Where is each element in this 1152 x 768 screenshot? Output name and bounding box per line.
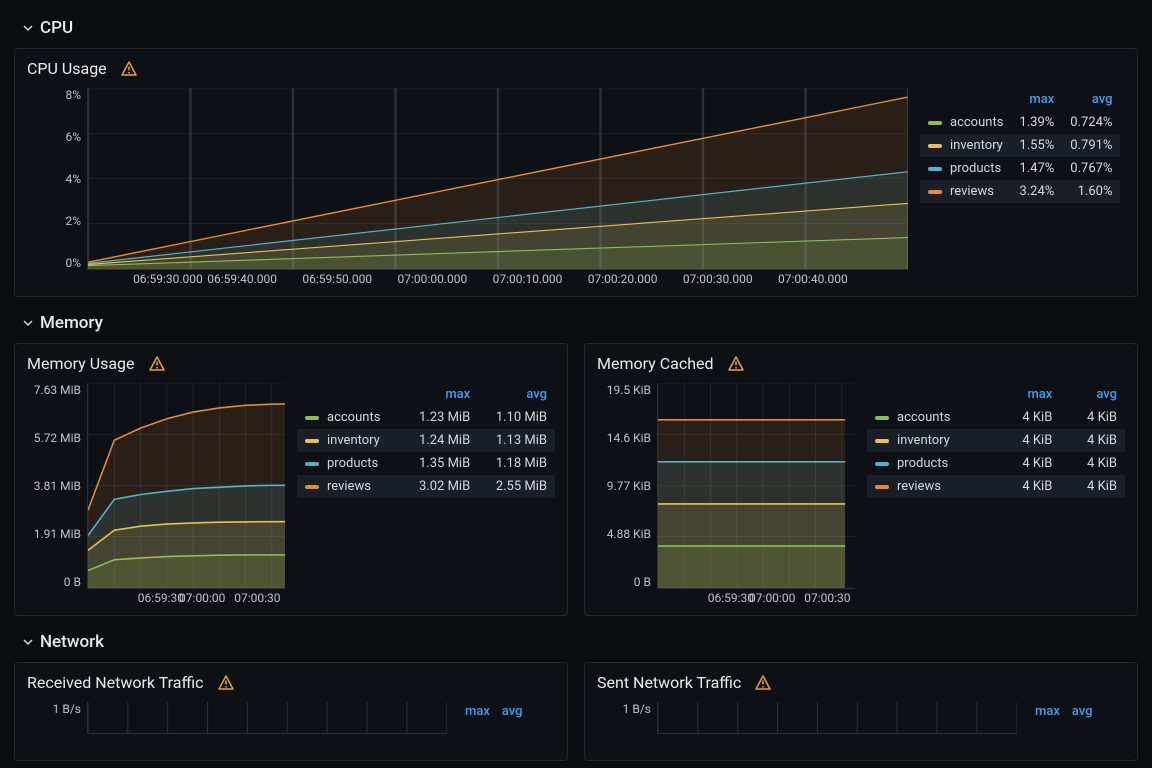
panel-net-rx: Received Network Traffic 1 B/s maxavg (14, 662, 568, 761)
y-tick-label: 1.91 MiB (27, 527, 81, 541)
panel-title-text: CPU Usage (27, 59, 107, 78)
x-tick-label: 07:00:30 (804, 591, 850, 605)
y-tick-label: 3.81 MiB (27, 479, 81, 493)
x-tick-label: 07:00:30 (234, 591, 280, 605)
x-tick-label: 07:00:00 (749, 591, 795, 605)
legend-header[interactable]: max (459, 702, 496, 721)
x-tick-label: 06:59:30 (708, 591, 754, 605)
legend-header[interactable]: avg (1060, 383, 1125, 406)
legend-row[interactable]: reviews3.24%1.60% (920, 180, 1120, 203)
y-tick-label: 2% (27, 214, 81, 228)
panel-title-text: Received Network Traffic (27, 673, 204, 692)
y-tick-label: 9.77 KiB (597, 479, 651, 493)
legend-header[interactable]: avg (496, 702, 529, 721)
net-rx-chart[interactable]: 1 B/s (27, 702, 447, 752)
memory-cached-chart[interactable]: 19.5 KiB 14.6 KiB 9.77 KiB 4.88 KiB 0 B 06:5… (597, 383, 855, 607)
x-tick-label: 07:00:30.000 (683, 272, 753, 286)
panel-memory-cached: Memory Cached 19.5 KiB 14.6 KiB 9.77 KiB 4.… (584, 343, 1138, 616)
memory-cached-legend[interactable]: maxavgaccounts4 KiB4 KiBinventory4 KiB4 … (867, 383, 1125, 498)
legend-header[interactable]: max (996, 383, 1061, 406)
panel-title-text: Memory Cached (597, 354, 714, 373)
section-title: Memory (40, 313, 103, 333)
y-tick-label: 19.5 KiB (597, 383, 651, 397)
x-tick-label: 06:59:30.000 (133, 272, 203, 286)
chevron-down-icon (22, 22, 34, 34)
legend-header[interactable]: avg (1062, 88, 1120, 111)
x-tick-label: 07:00:00 (179, 591, 225, 605)
legend-row[interactable]: accounts1.23 MiB1.10 MiB (297, 406, 555, 429)
legend-row[interactable]: products1.35 MiB1.18 MiB (297, 452, 555, 475)
section-toggle-network[interactable]: Network (22, 632, 1138, 652)
chevron-down-icon (22, 636, 34, 648)
memory-usage-legend[interactable]: maxavgaccounts1.23 MiB1.10 MiBinventory1… (297, 383, 555, 498)
x-tick-label: 06:59:40.000 (207, 272, 277, 286)
net-rx-legend[interactable]: maxavg (459, 702, 529, 721)
panel-title-text: Memory Usage (27, 354, 135, 373)
x-tick-label: 07:00:00.000 (398, 272, 468, 286)
legend-row[interactable]: inventory4 KiB4 KiB (867, 429, 1125, 452)
legend-row[interactable]: products1.47%0.767% (920, 157, 1120, 180)
cpu-usage-chart[interactable]: 8% 6% 4% 2% 0% 06:59:30.000 06:59:40.000 06:59… (27, 88, 908, 288)
legend-row[interactable]: accounts1.39%0.724% (920, 111, 1120, 134)
chevron-down-icon (22, 317, 34, 329)
section-title: CPU (40, 18, 73, 38)
y-tick-label: 4.88 KiB (597, 527, 651, 541)
legend-header[interactable]: max (401, 383, 478, 406)
memory-usage-chart[interactable]: 7.63 MiB 5.72 MiB 3.81 MiB 1.91 MiB 0 B 06:5… (27, 383, 285, 607)
panel-title-text: Sent Network Traffic (597, 673, 741, 692)
x-tick-label: 07:00:20.000 (588, 272, 658, 286)
y-tick-label: 0 B (597, 575, 651, 589)
legend-header[interactable]: avg (478, 383, 555, 406)
y-tick-label: 1 B/s (27, 702, 81, 716)
y-tick-label: 5.72 MiB (27, 431, 81, 445)
x-tick-label: 07:00:40.000 (778, 272, 848, 286)
warning-icon (121, 61, 137, 77)
section-toggle-cpu[interactable]: CPU (22, 18, 1138, 38)
panel-net-tx: Sent Network Traffic 1 B/s maxavg (584, 662, 1138, 761)
legend-row[interactable]: inventory1.24 MiB1.13 MiB (297, 429, 555, 452)
legend-row[interactable]: reviews3.02 MiB2.55 MiB (297, 475, 555, 498)
y-tick-label: 0 B (27, 575, 81, 589)
y-tick-label: 8% (27, 88, 81, 102)
warning-icon (218, 675, 234, 691)
section-title: Network (40, 632, 104, 652)
legend-header[interactable]: max (1011, 88, 1062, 111)
x-tick-label: 07:00:10.000 (493, 272, 563, 286)
y-tick-label: 14.6 KiB (597, 431, 651, 445)
warning-icon (728, 356, 744, 372)
y-tick-label: 6% (27, 130, 81, 144)
y-tick-label: 4% (27, 172, 81, 186)
panel-memory-usage: Memory Usage 7.63 MiB 5.72 MiB 3.81 MiB 1.9… (14, 343, 568, 616)
section-toggle-memory[interactable]: Memory (22, 313, 1138, 333)
panel-cpu-usage: CPU Usage 8% 6% 4% 2% 0% 06:59:30.000 06:59:4… (14, 48, 1138, 297)
y-tick-label: 1 B/s (597, 702, 651, 716)
legend-row[interactable]: accounts4 KiB4 KiB (867, 406, 1125, 429)
x-tick-label: 06:59:30 (138, 591, 184, 605)
y-tick-label: 0% (27, 256, 81, 270)
warning-icon (149, 356, 165, 372)
y-tick-label: 7.63 MiB (27, 383, 81, 397)
legend-row[interactable]: reviews4 KiB4 KiB (867, 475, 1125, 498)
legend-header[interactable]: max (1029, 702, 1066, 721)
cpu-legend[interactable]: maxavgaccounts1.39%0.724%inventory1.55%0… (920, 88, 1120, 203)
legend-row[interactable]: products4 KiB4 KiB (867, 452, 1125, 475)
warning-icon (755, 675, 771, 691)
x-tick-label: 06:59:50.000 (302, 272, 372, 286)
net-tx-legend[interactable]: maxavg (1029, 702, 1099, 721)
net-tx-chart[interactable]: 1 B/s (597, 702, 1017, 752)
legend-row[interactable]: inventory1.55%0.791% (920, 134, 1120, 157)
legend-header[interactable]: avg (1066, 702, 1099, 721)
